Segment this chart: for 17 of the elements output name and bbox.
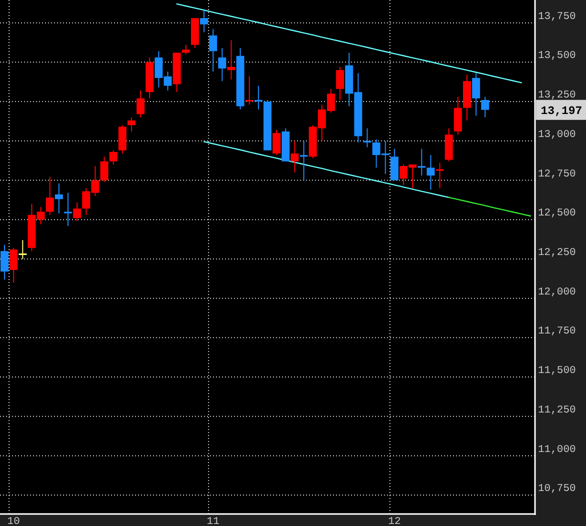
y-tick-label: 12,000 [538,286,576,298]
y-tick-label: 11,250 [538,404,576,416]
y-tick-label: 12,750 [538,168,576,180]
x-tick-label: 11 [206,516,220,526]
y-tick-label: 13,250 [538,90,576,102]
y-tick-label: 10,750 [538,483,576,496]
y-tick-label: 13,500 [538,50,576,62]
text: 13,197 [540,104,582,118]
y-tick-label: 12,250 [538,246,576,259]
y-tick-label: 11,500 [538,365,576,378]
y-tick-label: 13,750 [538,10,576,23]
y-tick-label: 11,000 [538,444,576,456]
x-tick-label: 12 [388,516,401,526]
y-tick-label: 12,500 [538,208,576,220]
x-tick-label: 10 [7,516,20,526]
y-tick-label: 11,750 [538,326,576,338]
y-tick-label: 13,000 [538,128,576,141]
